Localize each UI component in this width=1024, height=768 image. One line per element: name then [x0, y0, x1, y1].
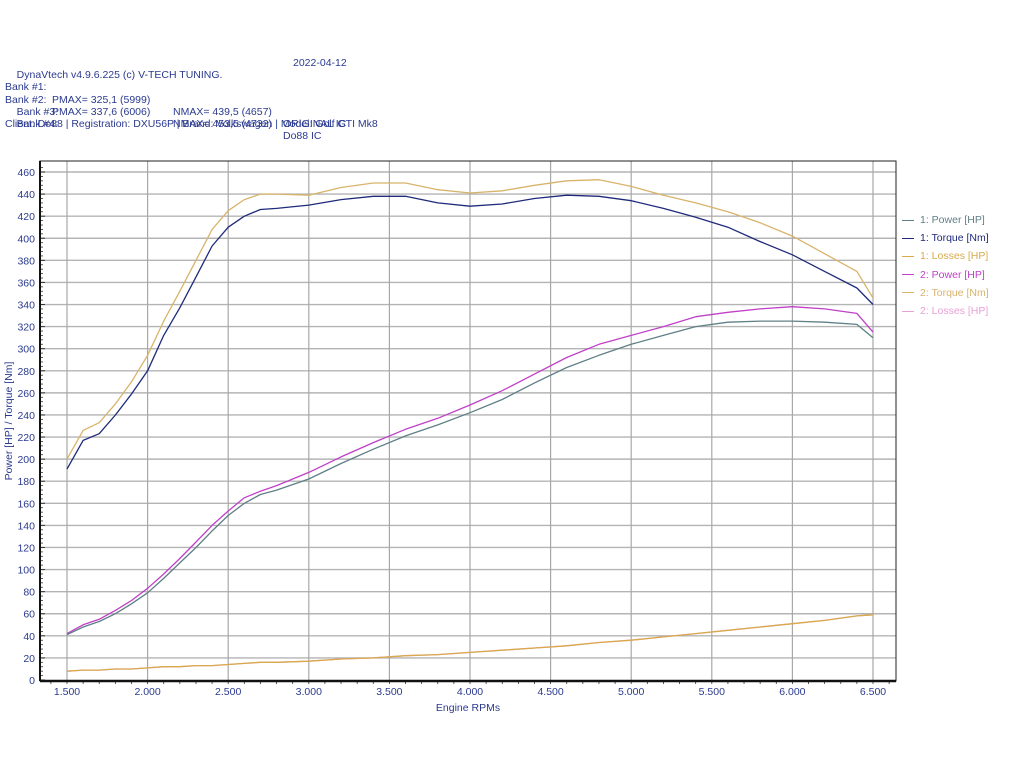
- legend-swatch-icon: [902, 310, 914, 312]
- legend-swatch-icon: [902, 274, 914, 276]
- y-tick-label: 0: [29, 675, 35, 687]
- y-tick-label: 260: [17, 388, 35, 400]
- bank-2-nmax: NMAX= 453,5 (4732): [173, 117, 272, 130]
- legend-item: 1: Torque [Nm]: [902, 229, 989, 247]
- curve-1-torque-nm: [66, 194, 874, 470]
- software-title: DynaVtech v4.9.6.225 (c) V-TECH TUNING.: [16, 69, 223, 82]
- x-tick-label: 3.500: [376, 686, 402, 698]
- y-tick-label: 400: [17, 233, 35, 245]
- y-tick-label: 440: [17, 189, 35, 201]
- bank-4-label: Bank #4:: [16, 117, 59, 130]
- x-tick-label: 5.000: [618, 686, 644, 698]
- y-tick-label: 460: [17, 167, 35, 179]
- legend-item: 1: Losses [HP]: [902, 247, 989, 265]
- curve-2-power-hp: [66, 306, 874, 635]
- bank-2-label: Bank #2:: [5, 93, 47, 106]
- y-tick-label: 240: [17, 410, 35, 422]
- bank-1-line: Bank #1: PMAX= 325,1 (5999) NMAX= 439,5 …: [5, 69, 378, 130]
- x-tick-label: 6.500: [860, 686, 886, 698]
- chart-legend: 1: Power [HP] 1: Torque [Nm] 1: Losses [HP…: [902, 211, 989, 320]
- legend-swatch-icon: [902, 256, 914, 257]
- legend-item: 2: Torque [Nm]: [902, 284, 989, 302]
- y-tick-label: 380: [17, 255, 35, 267]
- legend-label: 1: Losses [HP]: [920, 250, 989, 263]
- bank-3-line: Bank #3:: [5, 94, 378, 118]
- legend-item: 2: Losses [HP]: [902, 302, 989, 320]
- bank-1-name: ORIGINAL IC: [283, 118, 347, 130]
- y-tick-label: 320: [17, 322, 35, 334]
- bank-4-line: Bank #4:: [5, 106, 378, 130]
- y-tick-label: 120: [17, 542, 35, 554]
- x-tick-label: 1.500: [54, 686, 80, 698]
- x-tick-label: 2.500: [215, 686, 241, 698]
- legend-label: 1: Torque [Nm]: [920, 232, 989, 245]
- curve-2-torque-nm: [66, 179, 874, 460]
- x-tick-label: 2.000: [134, 686, 160, 698]
- legend-label: 1: Power [HP]: [920, 214, 985, 226]
- legend-swatch-icon: [902, 219, 914, 221]
- y-tick-label: 340: [17, 300, 35, 312]
- y-tick-label: 140: [17, 520, 35, 532]
- legend-label: 2: Losses [HP]: [920, 305, 989, 318]
- legend-label: 2: Power [HP]: [920, 268, 985, 281]
- y-tick-label: 180: [17, 476, 35, 488]
- bank-1-nmax: NMAX= 439,5 (4657): [173, 105, 272, 118]
- bank-2-name: Do88 IC: [283, 130, 322, 143]
- x-axis-label: Engine RPMs: [436, 702, 500, 714]
- header-software-line: DynaVtech v4.9.6.225 (c) V-TECH TUNING. …: [5, 57, 378, 81]
- y-tick-label: 80: [23, 587, 35, 599]
- curve-1-losses-hp: [66, 614, 874, 672]
- bank-1-label: Bank #1:: [5, 81, 47, 94]
- x-tick-label: 4.000: [457, 686, 483, 698]
- legend-swatch-icon: [902, 237, 914, 239]
- chart-grid: [40, 161, 896, 681]
- y-tick-label: 20: [23, 653, 35, 665]
- x-tick-label: 3.000: [296, 686, 322, 698]
- legend-item: 1: Power [HP]: [902, 211, 989, 229]
- chart-curves: [66, 179, 874, 672]
- y-tick-label: 160: [17, 498, 35, 510]
- legend-label: 2: Torque [Nm]: [920, 286, 989, 299]
- y-tick-label: 420: [17, 211, 35, 223]
- bank-1-pmax: PMAX= 325,1 (5999): [52, 93, 151, 106]
- y-axis-label: Power [HP] / Torque [Nm]: [3, 361, 15, 480]
- y-tick-label: 220: [17, 432, 35, 444]
- chart-axes: 0 20 40 60 80 100 120 140 160 180 200 220 240 260 280 3…: [17, 160, 897, 698]
- y-tick-label: 280: [17, 366, 35, 378]
- y-tick-label: 60: [23, 609, 35, 621]
- legend-item: 2: Power [HP]: [902, 266, 989, 284]
- y-tick-label: 300: [17, 344, 35, 356]
- x-tick-label: 6.000: [779, 686, 805, 698]
- report-header: DynaVtech v4.9.6.225 (c) V-TECH TUNING. …: [5, 57, 378, 143]
- legend-swatch-icon: [902, 292, 914, 294]
- y-tick-label: 200: [17, 454, 35, 466]
- bank-3-label: Bank #3:: [16, 105, 59, 118]
- x-tick-label: 5.500: [699, 686, 725, 698]
- bank-2-line: Bank #2: PMAX= 337,6 (6006) NMAX= 453,5 …: [5, 81, 378, 143]
- curve-1-power-hp: [66, 320, 874, 636]
- report-date: 2022-04-12: [293, 57, 347, 69]
- x-tick-label: 4.500: [537, 686, 563, 698]
- y-tick-label: 40: [23, 631, 35, 643]
- y-tick-label: 100: [17, 565, 35, 577]
- bank-2-pmax: PMAX= 337,6 (6006): [52, 105, 151, 118]
- y-tick-label: 360: [17, 277, 35, 289]
- client-line: Client: Do88 | Registration: DXU56P | Br…: [5, 117, 378, 130]
